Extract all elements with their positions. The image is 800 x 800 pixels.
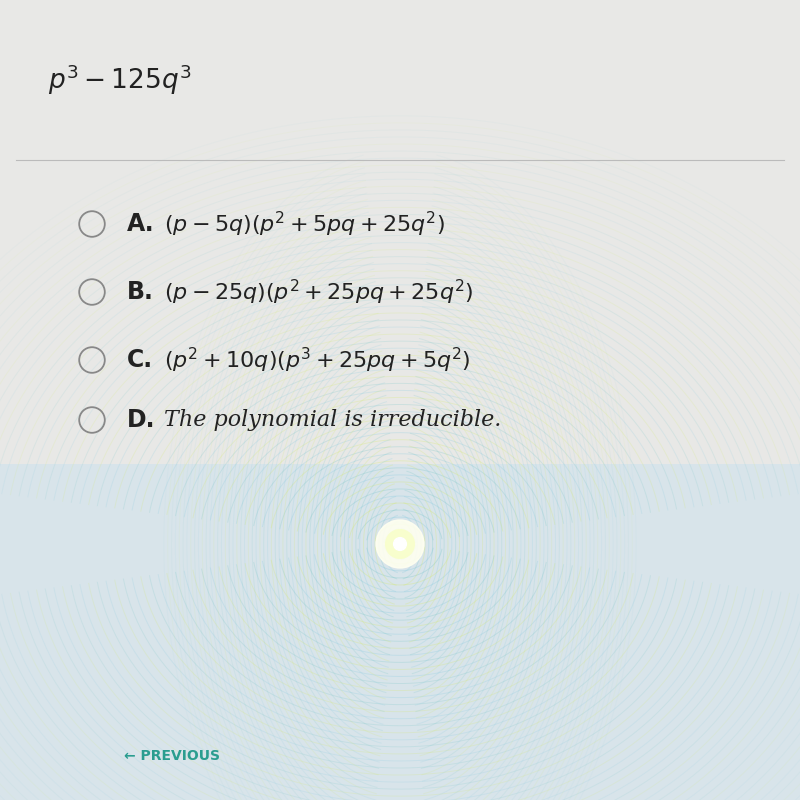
Text: D.: D.	[126, 408, 155, 432]
Circle shape	[394, 538, 406, 550]
Circle shape	[386, 530, 414, 558]
Text: $(p - 5q)(p^2 + 5pq + 25q^2)$: $(p - 5q)(p^2 + 5pq + 25q^2)$	[164, 210, 445, 238]
Text: C.: C.	[126, 348, 153, 372]
Text: A.: A.	[126, 212, 154, 236]
Text: ← PREVIOUS: ← PREVIOUS	[124, 749, 220, 763]
FancyBboxPatch shape	[0, 160, 800, 464]
Text: The polynomial is irreducible.: The polynomial is irreducible.	[164, 409, 502, 431]
FancyBboxPatch shape	[0, 0, 800, 160]
Text: $p^3 - 125q^3$: $p^3 - 125q^3$	[48, 62, 191, 98]
Text: $(p^2 + 10q)(p^3 + 25pq + 5q^2)$: $(p^2 + 10q)(p^3 + 25pq + 5q^2)$	[164, 346, 470, 374]
Text: B.: B.	[126, 280, 154, 304]
Circle shape	[376, 520, 424, 568]
Text: $(p - 25q)(p^2 + 25pq + 25q^2)$: $(p - 25q)(p^2 + 25pq + 25q^2)$	[164, 278, 474, 306]
